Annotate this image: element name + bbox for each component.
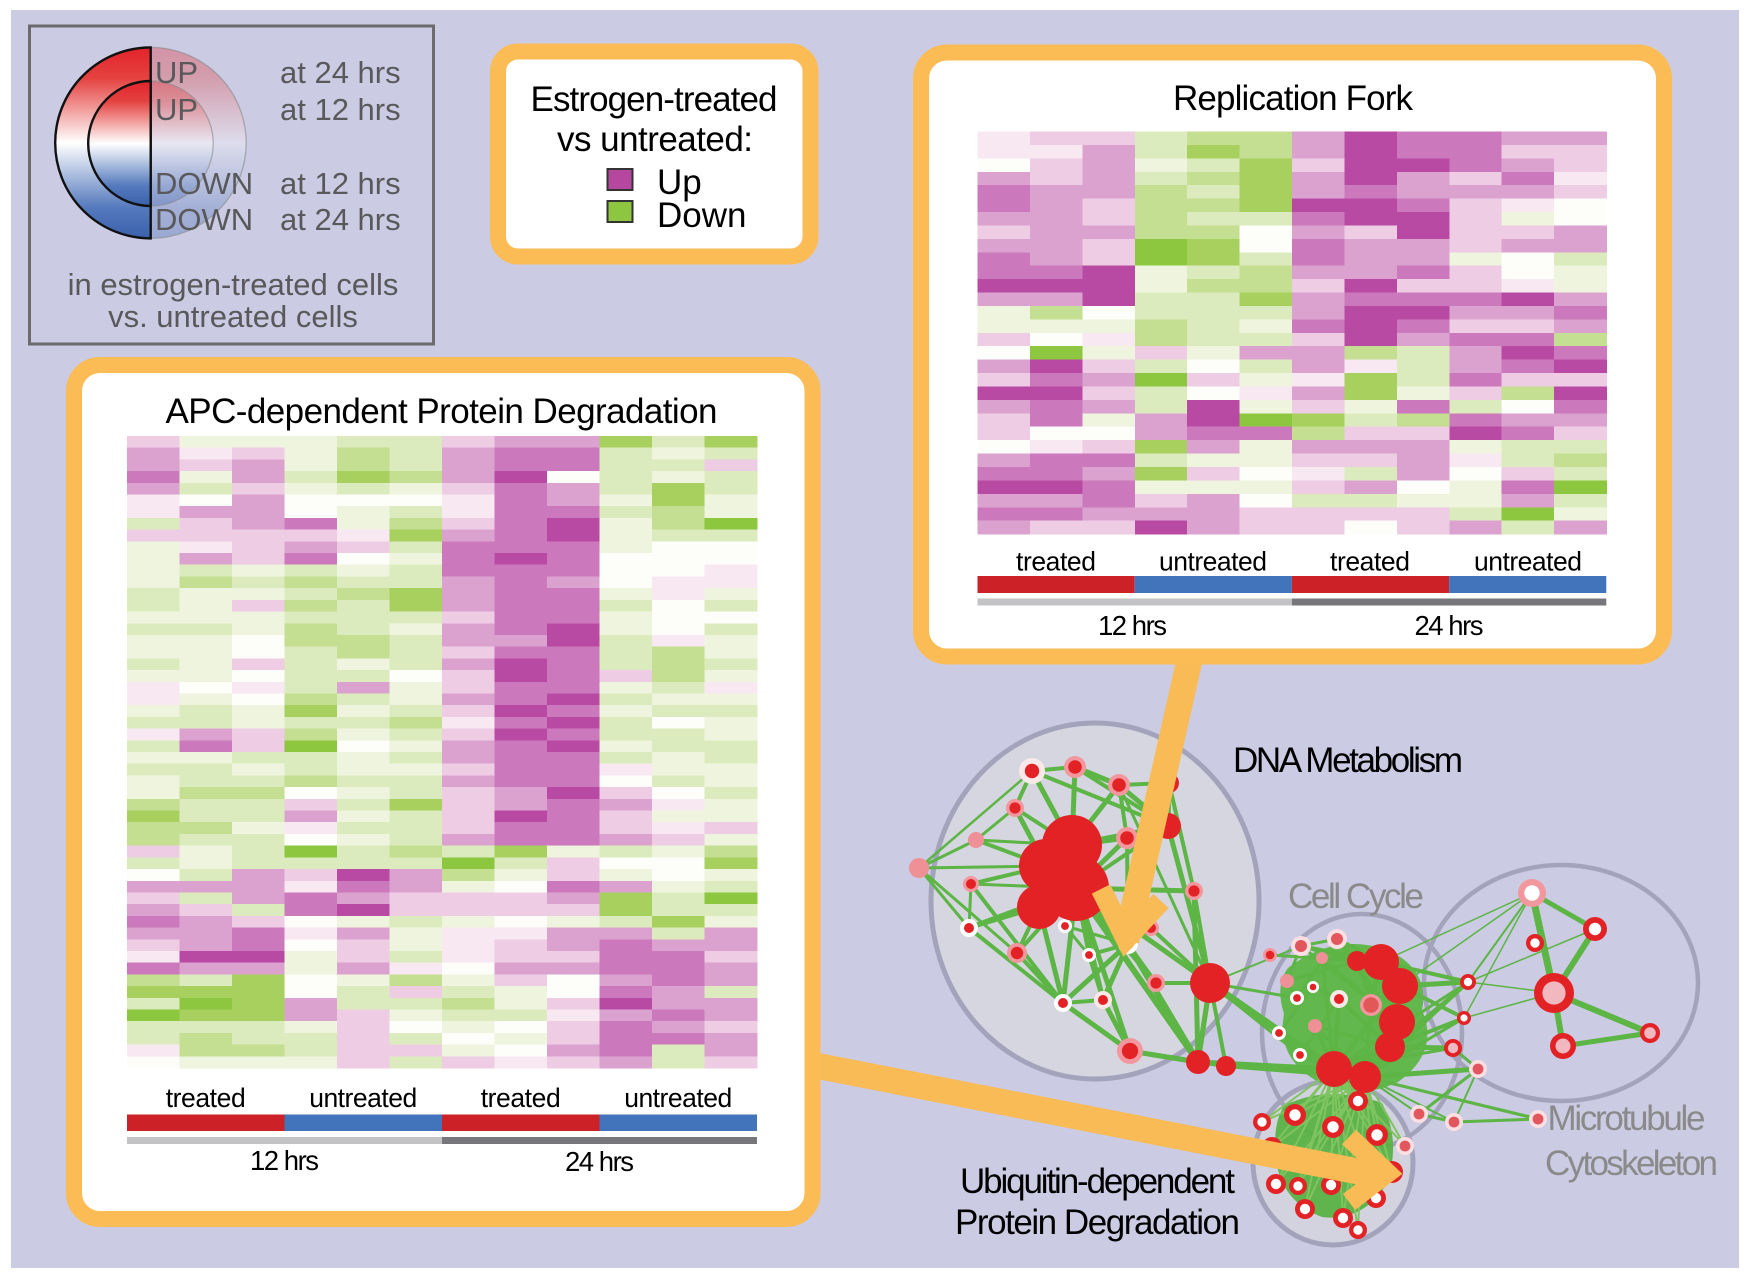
svg-text:Up: Up bbox=[657, 163, 702, 202]
svg-text:Cytoskeleton: Cytoskeleton bbox=[1545, 1144, 1718, 1183]
svg-text:Replication Fork: Replication Fork bbox=[1173, 79, 1414, 118]
svg-text:untreated: untreated bbox=[309, 1083, 417, 1113]
svg-text:Ubiquitin-dependent: Ubiquitin-dependent bbox=[960, 1162, 1235, 1201]
svg-text:at 12 hrs: at 12 hrs bbox=[280, 166, 401, 201]
svg-text:untreated: untreated bbox=[1474, 547, 1582, 577]
svg-text:untreated: untreated bbox=[624, 1083, 732, 1113]
svg-text:treated: treated bbox=[166, 1083, 246, 1113]
svg-text:Estrogen-treated: Estrogen-treated bbox=[531, 80, 778, 119]
svg-text:in estrogen-treated cells: in estrogen-treated cells bbox=[68, 267, 399, 302]
svg-text:treated: treated bbox=[1016, 547, 1096, 577]
svg-text:at 12 hrs: at 12 hrs bbox=[280, 92, 401, 127]
svg-text:treated: treated bbox=[481, 1083, 561, 1113]
svg-text:24 hrs: 24 hrs bbox=[565, 1146, 634, 1177]
svg-text:vs untreated:: vs untreated: bbox=[557, 120, 753, 159]
svg-text:Protein Degradation: Protein Degradation bbox=[955, 1203, 1240, 1242]
svg-text:12 hrs: 12 hrs bbox=[250, 1145, 319, 1176]
svg-text:DOWN: DOWN bbox=[155, 202, 253, 237]
svg-text:treated: treated bbox=[1330, 547, 1410, 577]
svg-text:vs. untreated cells: vs. untreated cells bbox=[108, 299, 358, 334]
svg-text:UP: UP bbox=[155, 92, 198, 127]
svg-text:Down: Down bbox=[657, 196, 746, 235]
svg-text:UP: UP bbox=[155, 55, 198, 90]
svg-text:at 24 hrs: at 24 hrs bbox=[280, 55, 401, 90]
svg-text:at 24 hrs: at 24 hrs bbox=[280, 202, 401, 237]
svg-text:untreated: untreated bbox=[1159, 547, 1267, 577]
svg-text:DNA Metabolism: DNA Metabolism bbox=[1233, 741, 1463, 780]
svg-text:Microtubule: Microtubule bbox=[1548, 1099, 1706, 1138]
svg-text:DOWN: DOWN bbox=[155, 166, 253, 201]
svg-text:Cell Cycle: Cell Cycle bbox=[1288, 877, 1424, 916]
svg-text:12 hrs: 12 hrs bbox=[1098, 610, 1167, 641]
svg-text:APC-dependent Protein Degradat: APC-dependent Protein Degradation bbox=[166, 392, 718, 431]
svg-text:24 hrs: 24 hrs bbox=[1415, 610, 1484, 641]
